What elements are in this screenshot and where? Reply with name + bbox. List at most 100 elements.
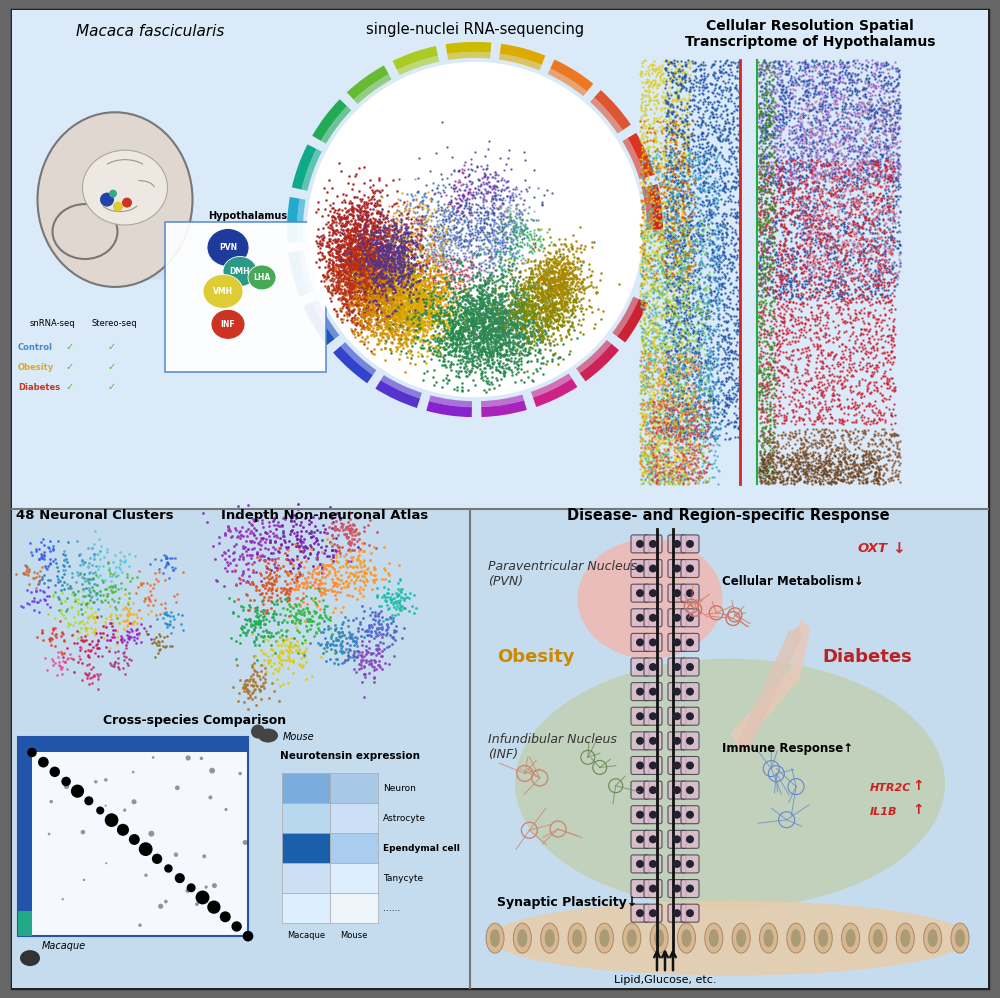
Point xyxy=(663,259,679,275)
Point xyxy=(389,243,405,258)
Point xyxy=(713,68,729,84)
Point xyxy=(699,79,715,95)
Point xyxy=(820,225,836,241)
Point xyxy=(680,382,696,398)
Point xyxy=(752,150,768,166)
Point xyxy=(371,260,387,276)
Point xyxy=(393,213,409,229)
Point xyxy=(417,287,433,303)
Point xyxy=(365,287,381,303)
Point xyxy=(381,240,397,255)
Point xyxy=(754,108,770,124)
Point xyxy=(767,462,783,478)
Point xyxy=(774,430,790,446)
Point xyxy=(701,184,717,200)
Point xyxy=(755,136,771,152)
Point xyxy=(401,307,417,323)
Point xyxy=(709,174,725,190)
Point xyxy=(645,194,661,210)
Point xyxy=(400,253,416,269)
Point xyxy=(785,81,801,97)
Point xyxy=(423,313,439,329)
Point xyxy=(409,276,425,292)
Point xyxy=(359,296,375,312)
Point xyxy=(756,184,772,200)
Point xyxy=(433,320,449,336)
Point xyxy=(313,580,329,596)
Point xyxy=(890,152,906,168)
Point xyxy=(769,158,785,174)
Point xyxy=(861,178,877,194)
Point xyxy=(885,274,901,290)
Point xyxy=(426,245,442,260)
Point xyxy=(885,313,901,329)
Point xyxy=(789,243,805,258)
Point xyxy=(821,205,837,221)
Point xyxy=(855,176,871,192)
Point xyxy=(516,280,532,296)
Point xyxy=(342,231,358,247)
Point xyxy=(765,228,781,244)
Text: 48 Neuronal Clusters: 48 Neuronal Clusters xyxy=(16,509,174,523)
Point xyxy=(369,275,385,291)
Point xyxy=(211,529,227,545)
Point xyxy=(662,462,678,478)
Point xyxy=(795,434,811,450)
Point xyxy=(755,451,771,467)
Point xyxy=(381,567,397,583)
Point xyxy=(877,425,893,441)
Point xyxy=(800,272,816,288)
Point xyxy=(452,232,468,248)
Point xyxy=(567,291,583,307)
Point xyxy=(367,266,383,282)
Point xyxy=(546,298,562,314)
Point xyxy=(821,363,837,379)
Point xyxy=(829,298,845,314)
Point xyxy=(359,291,375,307)
Point xyxy=(675,195,691,211)
Point xyxy=(829,375,845,391)
Point xyxy=(697,315,713,331)
Point xyxy=(330,633,346,649)
Point xyxy=(335,255,351,271)
Point xyxy=(406,255,422,271)
Point xyxy=(416,312,432,328)
Point xyxy=(775,280,791,296)
Point xyxy=(634,268,650,284)
Point xyxy=(679,354,695,370)
Point xyxy=(357,277,373,293)
Point xyxy=(438,261,454,277)
Point xyxy=(884,426,900,442)
Point xyxy=(805,421,821,437)
Point xyxy=(707,350,723,366)
Point xyxy=(864,52,880,68)
Point xyxy=(288,590,304,606)
Point xyxy=(811,382,827,398)
Point xyxy=(801,456,817,472)
Point xyxy=(780,254,796,270)
Point xyxy=(711,290,727,306)
Point xyxy=(791,460,807,476)
Point xyxy=(662,249,678,264)
Point xyxy=(658,147,674,163)
Point xyxy=(754,400,770,416)
Point xyxy=(397,268,413,284)
Point xyxy=(269,560,285,576)
Point xyxy=(666,385,682,401)
Point xyxy=(792,114,808,130)
Point xyxy=(657,377,673,393)
Point xyxy=(641,89,657,105)
Point xyxy=(405,303,421,319)
Point xyxy=(501,361,517,377)
Point xyxy=(649,457,665,473)
Point xyxy=(890,155,906,171)
Point xyxy=(666,125,682,141)
Point xyxy=(402,265,418,281)
Point xyxy=(346,277,362,293)
Point xyxy=(662,272,678,288)
Point xyxy=(865,212,881,228)
Point xyxy=(382,265,398,281)
Point xyxy=(681,466,697,482)
Point xyxy=(487,228,503,244)
Point xyxy=(872,295,888,311)
